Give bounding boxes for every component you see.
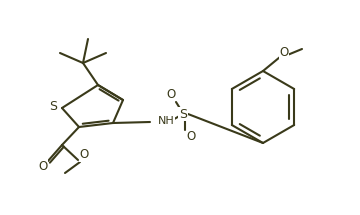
Text: S: S xyxy=(179,108,187,120)
Text: O: O xyxy=(166,88,176,100)
Text: O: O xyxy=(39,160,48,172)
Text: S: S xyxy=(49,100,57,114)
Text: O: O xyxy=(79,149,89,161)
Text: NH: NH xyxy=(158,116,175,126)
Text: O: O xyxy=(186,131,195,143)
Text: O: O xyxy=(279,46,289,58)
